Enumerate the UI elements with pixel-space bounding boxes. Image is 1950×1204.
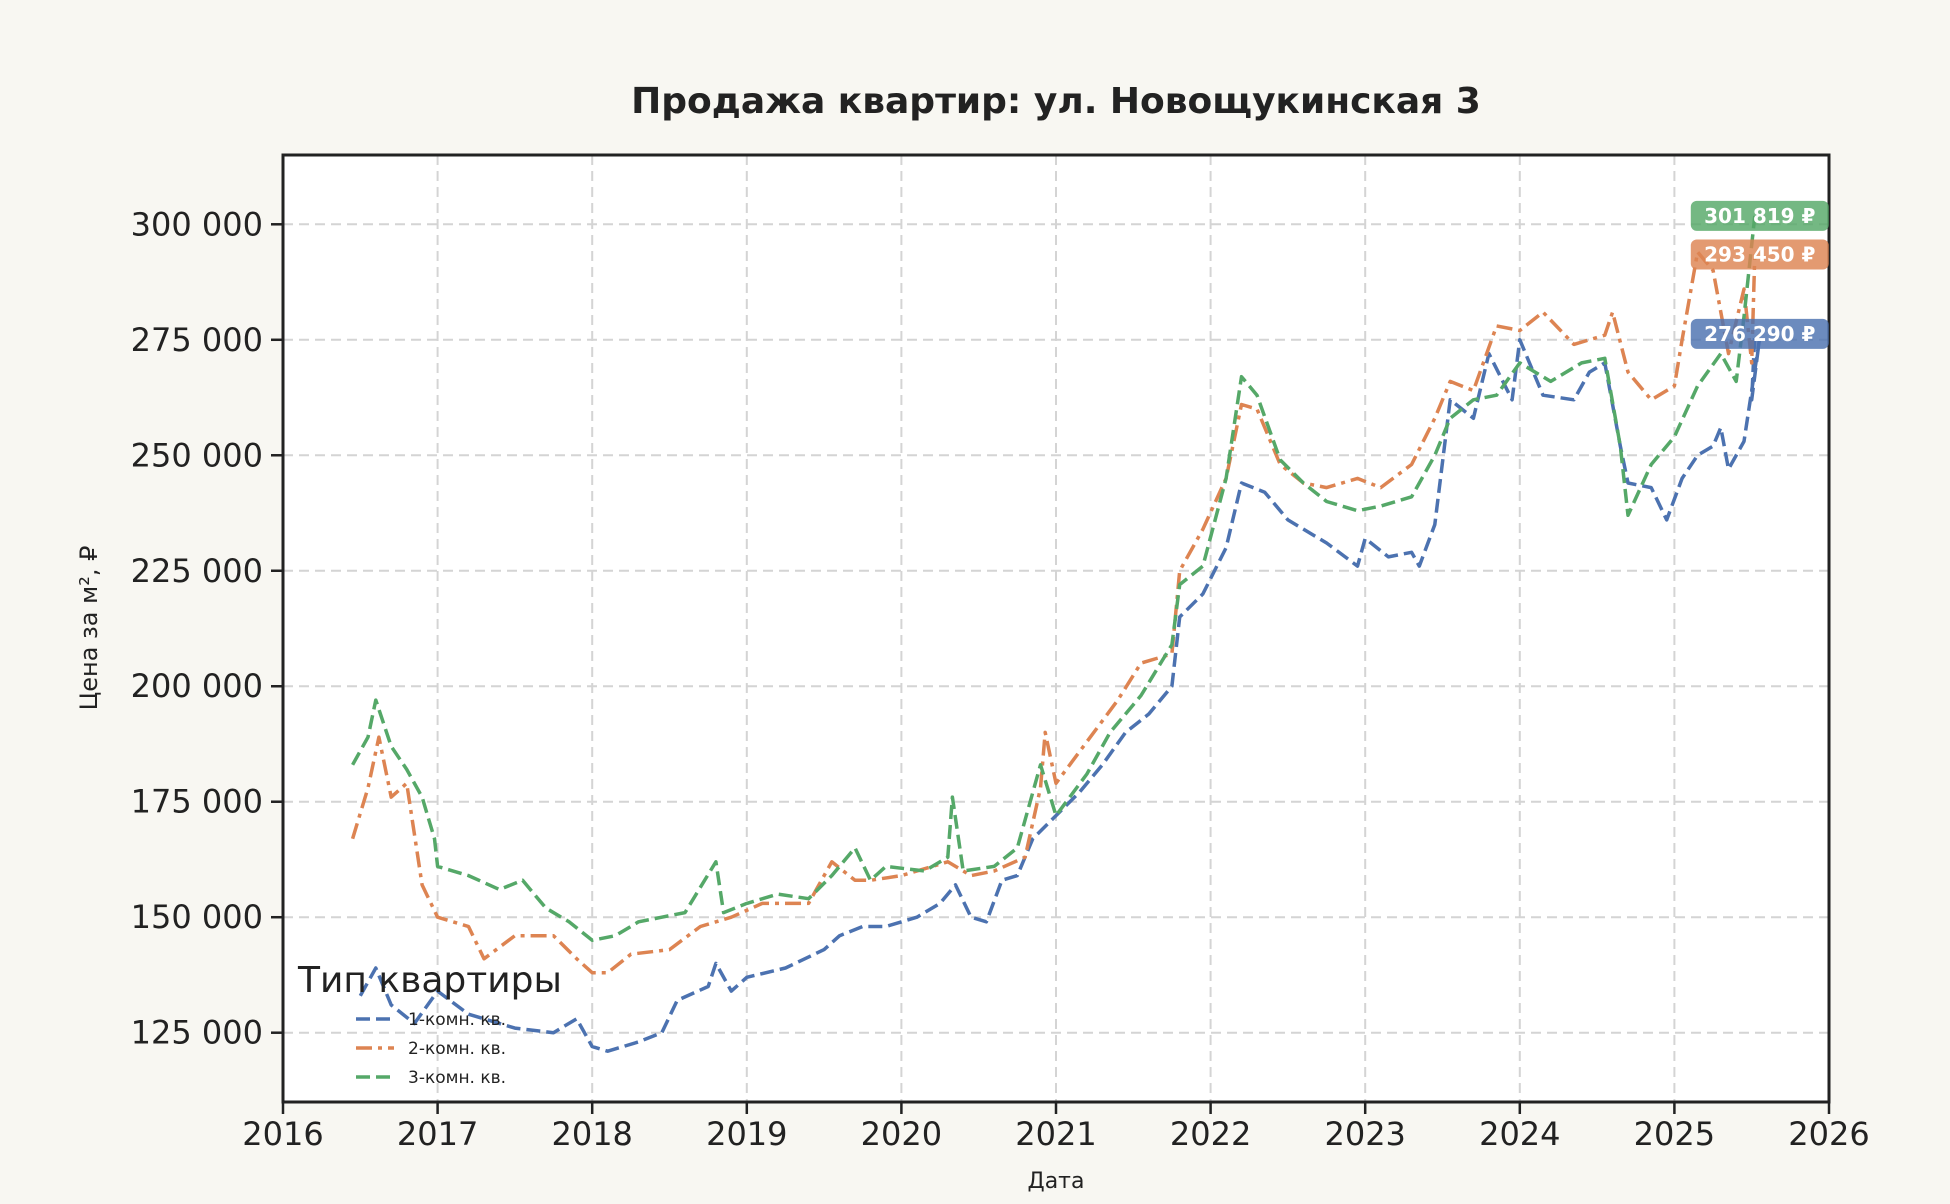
- x-tick-label: 2018: [551, 1115, 632, 1153]
- y-tick-label: 175 000: [131, 783, 263, 821]
- chart-title: Продажа квартир: ул. Новощукинская 3: [631, 81, 1481, 122]
- legend-label: 1-комн. кв.: [408, 1010, 506, 1030]
- y-tick-label: 225 000: [131, 552, 263, 590]
- x-tick-label: 2021: [1015, 1115, 1096, 1153]
- end-label-layer: 276 290 ₽ 293 450 ₽ 301 819 ₽: [1690, 200, 1829, 349]
- x-tick-label: 2023: [1324, 1115, 1405, 1153]
- x-tick-label: 2019: [706, 1115, 787, 1153]
- y-tick-label: 275 000: [131, 321, 263, 359]
- x-tick-label: 2017: [397, 1115, 478, 1153]
- legend-label: 2-комн. кв.: [408, 1039, 506, 1059]
- y-tick-label: 125 000: [131, 1014, 263, 1052]
- x-tick-label: 2020: [861, 1115, 942, 1153]
- y-tick-label: 250 000: [131, 436, 263, 474]
- x-axis-label: Дата: [1028, 1169, 1085, 1194]
- legend-title: Тип квартиры: [297, 960, 562, 1001]
- y-tick-label: 150 000: [131, 898, 263, 936]
- x-tick-label: 2024: [1479, 1115, 1560, 1153]
- end-value-label: 276 290 ₽: [1704, 322, 1815, 346]
- series-line-3: [351, 215, 1757, 943]
- series-line-2: [350, 250, 1757, 975]
- axis-layer: 2016 2017 2018 2019 2020 2021 2022 2023 2024 2025…: [131, 205, 1870, 1153]
- end-value-label: 293 450 ₽: [1704, 243, 1815, 267]
- end-value-badge: [1690, 200, 1829, 231]
- x-tick-label: 2025: [1634, 1115, 1715, 1153]
- y-tick-label: 200 000: [131, 667, 263, 705]
- x-tick-label: 2022: [1170, 1115, 1251, 1153]
- y-axis-label: Цена за м², ₽: [75, 546, 103, 711]
- series-layer: [350, 215, 1762, 1053]
- y-tick-label: 300 000: [131, 205, 263, 243]
- end-value-badge: [1690, 318, 1829, 349]
- end-value-badge: [1690, 239, 1829, 270]
- legend: Тип квартиры 1-комн. кв. 2-комн. кв. 3-ком…: [297, 960, 562, 1088]
- end-value-label: 301 819 ₽: [1704, 204, 1815, 228]
- x-tick-label: 2026: [1788, 1115, 1869, 1153]
- x-tick-label: 2016: [242, 1115, 323, 1153]
- legend-label: 3-комн. кв.: [408, 1068, 506, 1088]
